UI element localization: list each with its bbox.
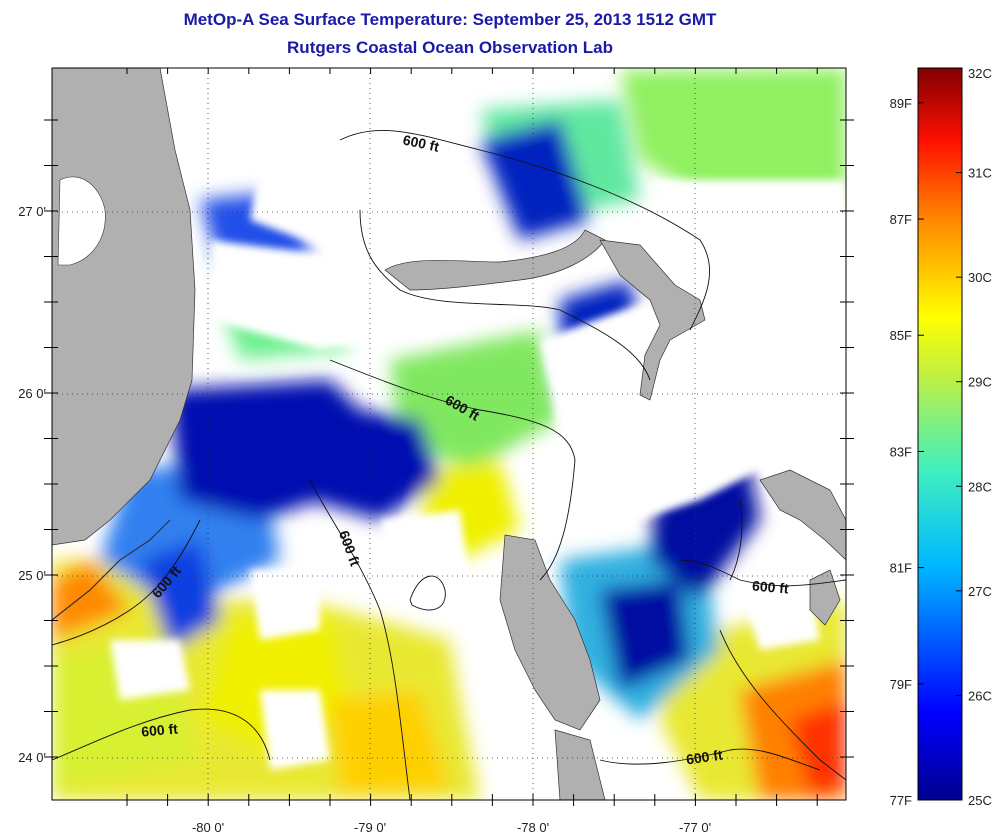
colorbar-celsius-label: 28C [968, 479, 992, 494]
andros-south-land [554, 729, 606, 800]
grand-bahama-land [384, 229, 606, 291]
colorbar-fahrenheit-label: 79F [890, 677, 912, 692]
andros-land [499, 534, 601, 731]
contour-label: 600 ft [401, 131, 440, 154]
lat-tick-label: 27 0' [18, 204, 46, 219]
florida-keys [52, 519, 171, 621]
lat-tick-label: 25 0' [18, 568, 46, 583]
map-frame [51, 67, 847, 801]
lat-tick-label: 24 0' [18, 750, 46, 765]
colorbar-celsius-label: 27C [968, 584, 992, 599]
colorbar-fahrenheit-label: 83F [890, 444, 912, 459]
colorbar-celsius-label: 30C [968, 270, 992, 285]
isobath-contours [52, 130, 846, 800]
abaco-land [599, 239, 706, 401]
tick-marks [44, 68, 854, 806]
eleuthera-land [759, 469, 846, 561]
latitude-labels: 27 0' 26 0' 25 0' 24 0' [18, 204, 46, 765]
lon-tick-label: -79 0' [354, 820, 386, 835]
lat-tick-label: 26 0' [18, 386, 46, 401]
longitude-labels: -80 0' -79 0' -78 0' -77 0' [192, 820, 711, 835]
colorbar-celsius-label: 29C [968, 375, 992, 390]
lon-tick-label: -77 0' [679, 820, 711, 835]
colorbar-celsius-label: 26C [968, 688, 992, 703]
colorbar-celsius-label: 32C [968, 66, 992, 81]
contour-label: 600 ft [752, 577, 790, 596]
colorbar-fahrenheit-label: 87F [890, 212, 912, 227]
contour-label: 600 ft [141, 720, 179, 739]
lon-tick-label: -80 0' [192, 820, 224, 835]
colorbar-gradient [917, 67, 963, 801]
colorbar-fahrenheit-label: 81F [890, 561, 912, 576]
colorbar-celsius-label: 25C [968, 793, 992, 808]
colorbar: 32C 31C 30C 29C 28C 27C 26C 25C 89F 87F 85F 83F 81F… [890, 66, 992, 808]
colorbar-fahrenheit-label: 77F [890, 793, 912, 808]
map-title: MetOp-A Sea Surface Temperature: Septemb… [183, 10, 717, 29]
map-subtitle: Rutgers Coastal Ocean Observation Lab [287, 38, 613, 57]
lon-tick-label: -78 0' [517, 820, 549, 835]
graticule [52, 68, 846, 800]
colorbar-fahrenheit-label: 89F [890, 96, 912, 111]
colorbar-fahrenheit-label: 85F [890, 328, 912, 343]
colorbar-celsius-label: 31C [968, 166, 992, 181]
contour-label: 600 ft [685, 747, 724, 768]
lake-okeechobee [57, 176, 106, 266]
